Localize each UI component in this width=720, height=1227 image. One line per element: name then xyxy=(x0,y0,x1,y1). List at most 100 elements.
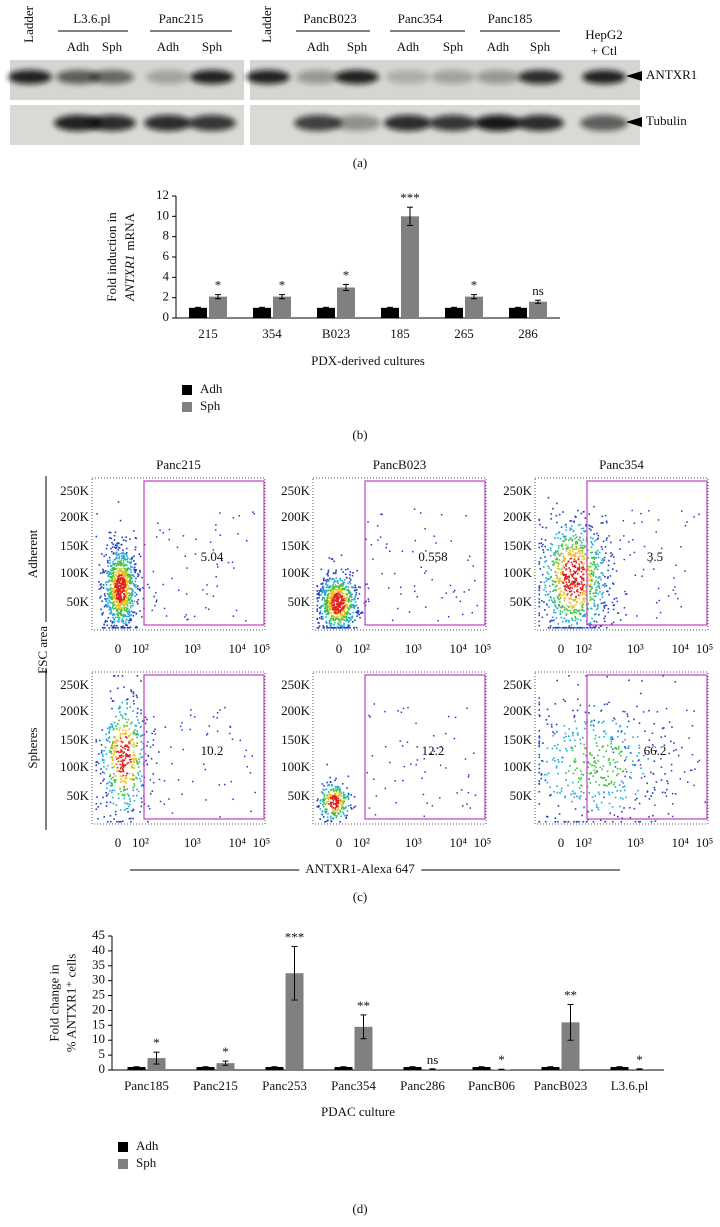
x-tick-label: 10³ xyxy=(184,641,201,656)
density-dot xyxy=(121,675,124,677)
density-dot xyxy=(585,525,588,527)
density-dot xyxy=(592,598,594,600)
density-dot xyxy=(612,751,615,754)
density-dot xyxy=(322,624,324,627)
density-dot xyxy=(124,558,127,561)
density-dot xyxy=(330,804,332,807)
density-dot xyxy=(140,712,142,715)
density-dot xyxy=(605,539,608,541)
density-dot xyxy=(106,624,108,627)
density-dot xyxy=(576,698,579,700)
density-dot xyxy=(219,512,221,514)
density-dot xyxy=(564,563,567,566)
density-dot xyxy=(579,576,582,578)
density-dot xyxy=(347,621,349,623)
blot-band xyxy=(518,70,562,84)
density-dot xyxy=(112,543,115,546)
density-dot xyxy=(589,752,591,754)
density-dot xyxy=(212,595,215,597)
density-dot xyxy=(547,626,550,629)
density-dot xyxy=(149,778,152,781)
bar xyxy=(403,1067,422,1070)
density-dot xyxy=(114,571,116,574)
density-dot xyxy=(571,781,574,784)
density-dot xyxy=(604,615,607,618)
density-dot xyxy=(564,795,567,798)
density-dot xyxy=(582,547,584,549)
density-dot xyxy=(567,553,570,556)
density-dot xyxy=(102,612,104,614)
density-dot xyxy=(577,594,580,597)
density-dot xyxy=(613,604,616,606)
density-dot xyxy=(596,771,598,773)
density-dot xyxy=(356,610,359,612)
density-dot xyxy=(607,576,609,578)
density-dot xyxy=(168,798,170,800)
density-dot xyxy=(440,746,442,748)
density-dot xyxy=(558,559,561,562)
density-dot xyxy=(425,570,427,572)
density-dot xyxy=(321,800,324,803)
density-dot xyxy=(554,703,557,705)
density-dot xyxy=(125,713,127,716)
density-dot xyxy=(415,722,417,725)
density-dot xyxy=(561,543,564,546)
density-dot xyxy=(554,605,557,608)
density-dot xyxy=(337,797,340,800)
density-dot xyxy=(317,592,320,595)
density-dot xyxy=(587,766,590,768)
density-dot xyxy=(545,559,548,562)
density-dot xyxy=(554,537,556,539)
density-dot xyxy=(115,585,118,587)
density-dot xyxy=(170,746,172,748)
density-dot xyxy=(564,584,567,587)
density-dot xyxy=(610,736,612,738)
lane-label: Ladder xyxy=(259,5,274,42)
density-dot xyxy=(538,756,541,759)
density-dot xyxy=(118,555,121,558)
density-dot xyxy=(354,586,357,589)
density-dot xyxy=(623,807,625,809)
density-dot xyxy=(111,607,114,609)
x-tick-label: 0 xyxy=(115,835,122,850)
density-dot xyxy=(116,587,119,590)
density-dot xyxy=(597,605,599,608)
density-dot xyxy=(112,614,114,616)
density-dot xyxy=(603,617,605,620)
density-dot xyxy=(585,747,587,750)
density-dot xyxy=(333,789,335,792)
density-dot xyxy=(671,792,674,795)
y-tick-label: 50K xyxy=(510,594,533,609)
density-dot xyxy=(552,757,555,759)
density-dot xyxy=(153,595,155,598)
density-dot xyxy=(603,585,606,588)
density-dot xyxy=(126,558,128,561)
density-dot xyxy=(581,558,584,561)
density-dot xyxy=(127,718,130,721)
density-dot xyxy=(130,560,133,563)
density-dot xyxy=(117,586,120,589)
density-dot xyxy=(441,597,443,599)
density-dot xyxy=(334,592,337,594)
density-dot xyxy=(353,605,355,608)
density-dot xyxy=(343,609,346,612)
density-dot xyxy=(594,737,596,740)
y-tick-label: 35 xyxy=(92,957,105,972)
density-dot xyxy=(348,591,351,593)
density-dot xyxy=(538,703,541,706)
density-dot xyxy=(359,616,361,619)
density-dot xyxy=(594,563,596,566)
density-dot xyxy=(587,569,590,572)
density-dot xyxy=(575,547,578,550)
density-dot xyxy=(600,801,603,804)
density-dot xyxy=(102,755,104,758)
density-dot xyxy=(571,554,574,557)
density-dot xyxy=(571,619,574,622)
density-dot xyxy=(116,820,118,823)
density-dot xyxy=(113,603,116,606)
density-dot xyxy=(594,626,596,629)
density-dot xyxy=(325,810,328,813)
density-dot xyxy=(318,590,321,592)
density-dot xyxy=(338,796,340,799)
